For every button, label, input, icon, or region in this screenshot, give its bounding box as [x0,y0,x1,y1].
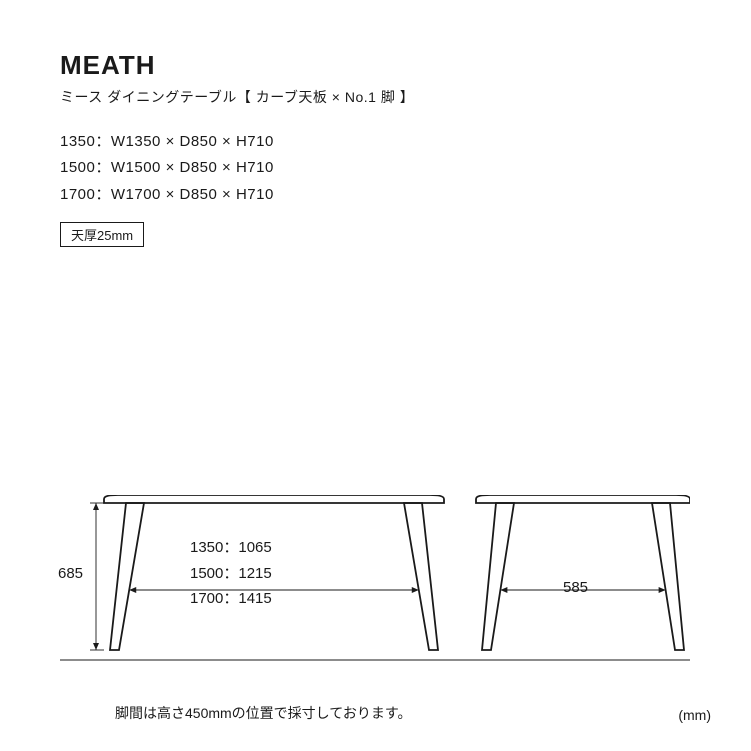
dim-row: 1700：W1700 × D850 × H710 [60,182,691,208]
unit-label: (mm) [678,707,711,723]
height-label: 685 [58,565,83,582]
leg-span-row: 1500：1215 [190,561,272,587]
leg-span-labels: 1350：1065 1500：1215 1700：1415 [190,535,272,612]
product-subtitle: ミース ダイニングテーブル【 カーブ天板 × No.1 脚 】 [60,87,691,107]
thickness-badge: 天厚25mm [60,222,144,247]
dimension-list: 1350：W1350 × D850 × H710 1500：W1500 × D8… [60,129,691,208]
side-width-label: 585 [563,579,588,596]
footer-note: 脚間は高さ450mmの位置で採寸しております。 [115,703,411,723]
product-title: MEATH [60,50,691,81]
leg-span-row: 1350：1065 [190,535,272,561]
dim-row: 1350：W1350 × D850 × H710 [60,129,691,155]
technical-drawing: 685 1350：1065 1500：1215 1700：1415 585 [60,495,690,670]
leg-span-row: 1700：1415 [190,586,272,612]
dim-row: 1500：W1500 × D850 × H710 [60,155,691,181]
